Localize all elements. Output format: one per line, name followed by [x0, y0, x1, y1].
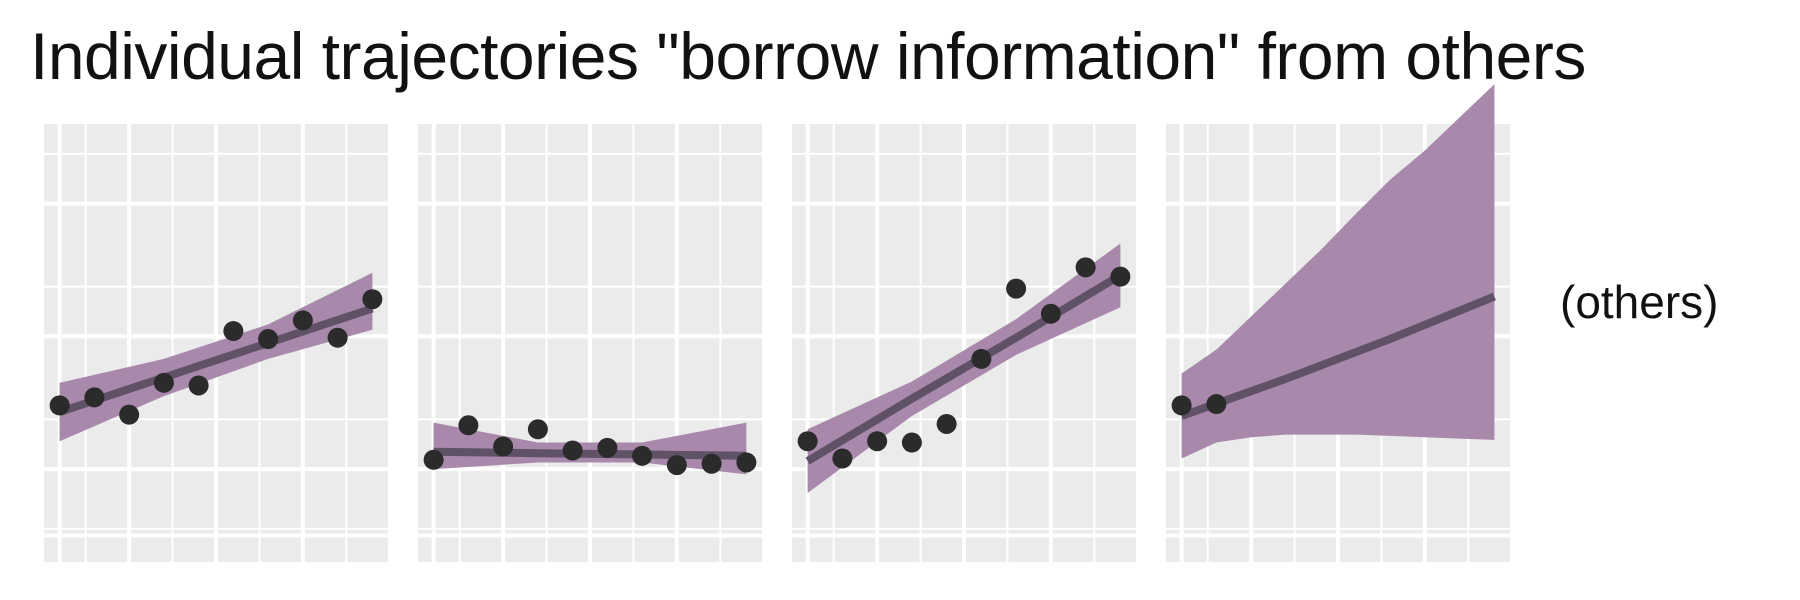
- data-point: [797, 431, 818, 452]
- fit-line: [433, 447, 747, 460]
- chart-title: Individual trajectories "borrow informat…: [30, 19, 1586, 93]
- data-point: [1040, 303, 1061, 324]
- fit-line: [1180, 292, 1496, 420]
- data-point: [458, 415, 479, 436]
- data-point: [832, 448, 853, 469]
- data-point: [153, 372, 174, 393]
- data-point: [1110, 266, 1131, 287]
- facet-panel-4: [1166, 84, 1510, 562]
- data-point: [1075, 257, 1096, 278]
- data-point: [901, 432, 922, 453]
- data-point: [936, 413, 957, 434]
- data-point: [223, 321, 244, 342]
- data-point: [632, 445, 653, 466]
- confidence-band: [1181, 84, 1495, 459]
- data-point: [49, 395, 70, 416]
- data-point: [362, 289, 383, 310]
- data-point: [1171, 395, 1192, 416]
- fit-line: [58, 304, 374, 416]
- data-point: [736, 452, 757, 473]
- data-point: [292, 310, 313, 331]
- facet-panel-2: [418, 124, 762, 562]
- data-point: [971, 348, 992, 369]
- data-point: [597, 437, 618, 458]
- data-point: [1006, 278, 1027, 299]
- data-point: [527, 419, 548, 440]
- data-point: [701, 453, 722, 474]
- fit-line: [805, 271, 1123, 465]
- data-point: [562, 440, 583, 461]
- data-point: [423, 449, 444, 470]
- facet-panel-3: [792, 124, 1136, 562]
- data-point: [493, 436, 514, 457]
- data-point: [119, 404, 140, 425]
- data-point: [84, 387, 105, 408]
- data-point: [867, 431, 888, 452]
- others-label: (others): [1560, 276, 1718, 328]
- data-point: [666, 455, 687, 476]
- data-point: [1206, 394, 1227, 415]
- facet-panel-1: [44, 124, 388, 562]
- data-point: [258, 329, 279, 350]
- data-point: [327, 327, 348, 348]
- data-point: [188, 375, 209, 396]
- facet-panels: [44, 84, 1510, 562]
